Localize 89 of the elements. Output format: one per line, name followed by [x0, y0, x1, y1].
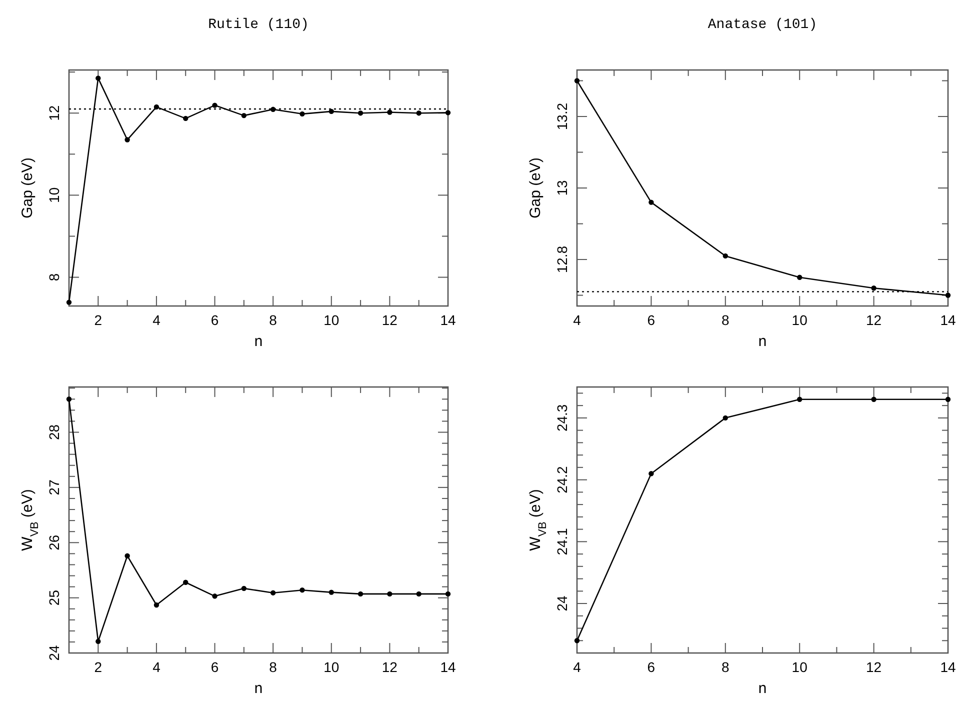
x-tick-label: 12 — [866, 659, 882, 675]
x-tick-label: 10 — [324, 312, 340, 328]
point — [387, 591, 392, 597]
x-tick-label: 12 — [866, 312, 882, 328]
y-axis-title: Gap (eV) — [527, 158, 544, 218]
x-tick-label: 14 — [940, 659, 956, 675]
point — [416, 591, 422, 597]
x-tick-label: 12 — [382, 659, 398, 675]
x-tick-label: 8 — [722, 312, 730, 328]
point — [945, 396, 951, 402]
chart-title: Rutile (110) — [208, 17, 309, 33]
x-tick-label: 2 — [94, 659, 102, 675]
point — [96, 76, 101, 81]
x-tick-label: 4 — [152, 312, 161, 328]
x-tick-label: 12 — [382, 312, 398, 328]
point — [300, 587, 305, 593]
point — [212, 102, 218, 108]
point — [416, 110, 422, 116]
x-tick-label: 14 — [440, 659, 456, 675]
x-tick-label: 14 — [440, 312, 456, 328]
point — [154, 104, 160, 110]
y-tick-label: 27 — [46, 479, 62, 496]
y-tick-label: 26 — [46, 534, 62, 550]
x-tick-label: 8 — [269, 312, 278, 328]
x-tick-label: 2 — [94, 312, 102, 328]
point — [124, 137, 130, 142]
y-tick-label: 8 — [46, 273, 62, 282]
point — [445, 110, 451, 116]
point — [797, 274, 802, 280]
x-axis-title: n — [254, 334, 264, 351]
point — [212, 594, 218, 599]
point — [66, 396, 72, 402]
y-tick-label: 24.1 — [554, 528, 570, 556]
point — [241, 112, 247, 118]
point — [328, 590, 334, 595]
point — [358, 591, 364, 597]
point — [241, 586, 247, 592]
y-tick-label: 12 — [46, 105, 62, 121]
x-tick-label: 8 — [722, 659, 730, 675]
point — [574, 638, 580, 644]
point — [270, 590, 276, 596]
point — [871, 286, 876, 291]
x-tick-label: 4 — [152, 659, 161, 675]
y-tick-label: 28 — [46, 424, 62, 440]
point — [124, 553, 130, 558]
x-tick-label: 14 — [940, 312, 956, 328]
point — [328, 108, 334, 114]
y-tick-label: 13.2 — [554, 102, 570, 130]
point — [96, 638, 101, 644]
point — [574, 78, 580, 84]
point — [722, 415, 728, 421]
point — [722, 253, 728, 259]
y-tick-label: 24.2 — [554, 466, 570, 494]
x-tick-label: 10 — [792, 312, 808, 328]
x-tick-label: 6 — [210, 312, 219, 328]
y-tick-label: 10 — [46, 187, 62, 203]
x-tick-label: 4 — [573, 659, 582, 675]
chart-title: Anatase (101) — [708, 17, 818, 33]
point — [300, 111, 305, 117]
x-axis-title: n — [758, 681, 768, 698]
y-tick-label: 13 — [554, 180, 570, 196]
y-tick-label: 24 — [46, 645, 62, 661]
x-tick-label: 10 — [792, 659, 808, 675]
point — [66, 300, 72, 305]
x-axis-title: n — [254, 681, 264, 698]
point — [270, 106, 276, 112]
point — [445, 591, 451, 597]
y-tick-label: 12.8 — [554, 246, 570, 274]
point — [648, 471, 654, 476]
x-tick-label: 4 — [573, 312, 582, 328]
point — [358, 110, 364, 116]
y-axis-title: Gap (eV) — [19, 158, 36, 218]
y-tick-label: 24 — [554, 596, 570, 612]
x-axis-title: n — [758, 334, 768, 351]
point — [154, 602, 160, 608]
point — [387, 110, 392, 115]
x-tick-label: 10 — [324, 659, 340, 675]
y-tick-label: 25 — [46, 590, 62, 606]
point — [648, 200, 654, 205]
x-tick-label: 6 — [647, 312, 656, 328]
point — [183, 116, 188, 122]
x-tick-label: 6 — [210, 659, 219, 675]
point — [797, 396, 802, 402]
point — [945, 292, 951, 298]
point — [871, 396, 876, 402]
x-tick-label: 8 — [269, 659, 278, 675]
x-tick-label: 6 — [647, 659, 656, 675]
point — [183, 580, 188, 585]
y-tick-label: 24.3 — [554, 404, 570, 432]
